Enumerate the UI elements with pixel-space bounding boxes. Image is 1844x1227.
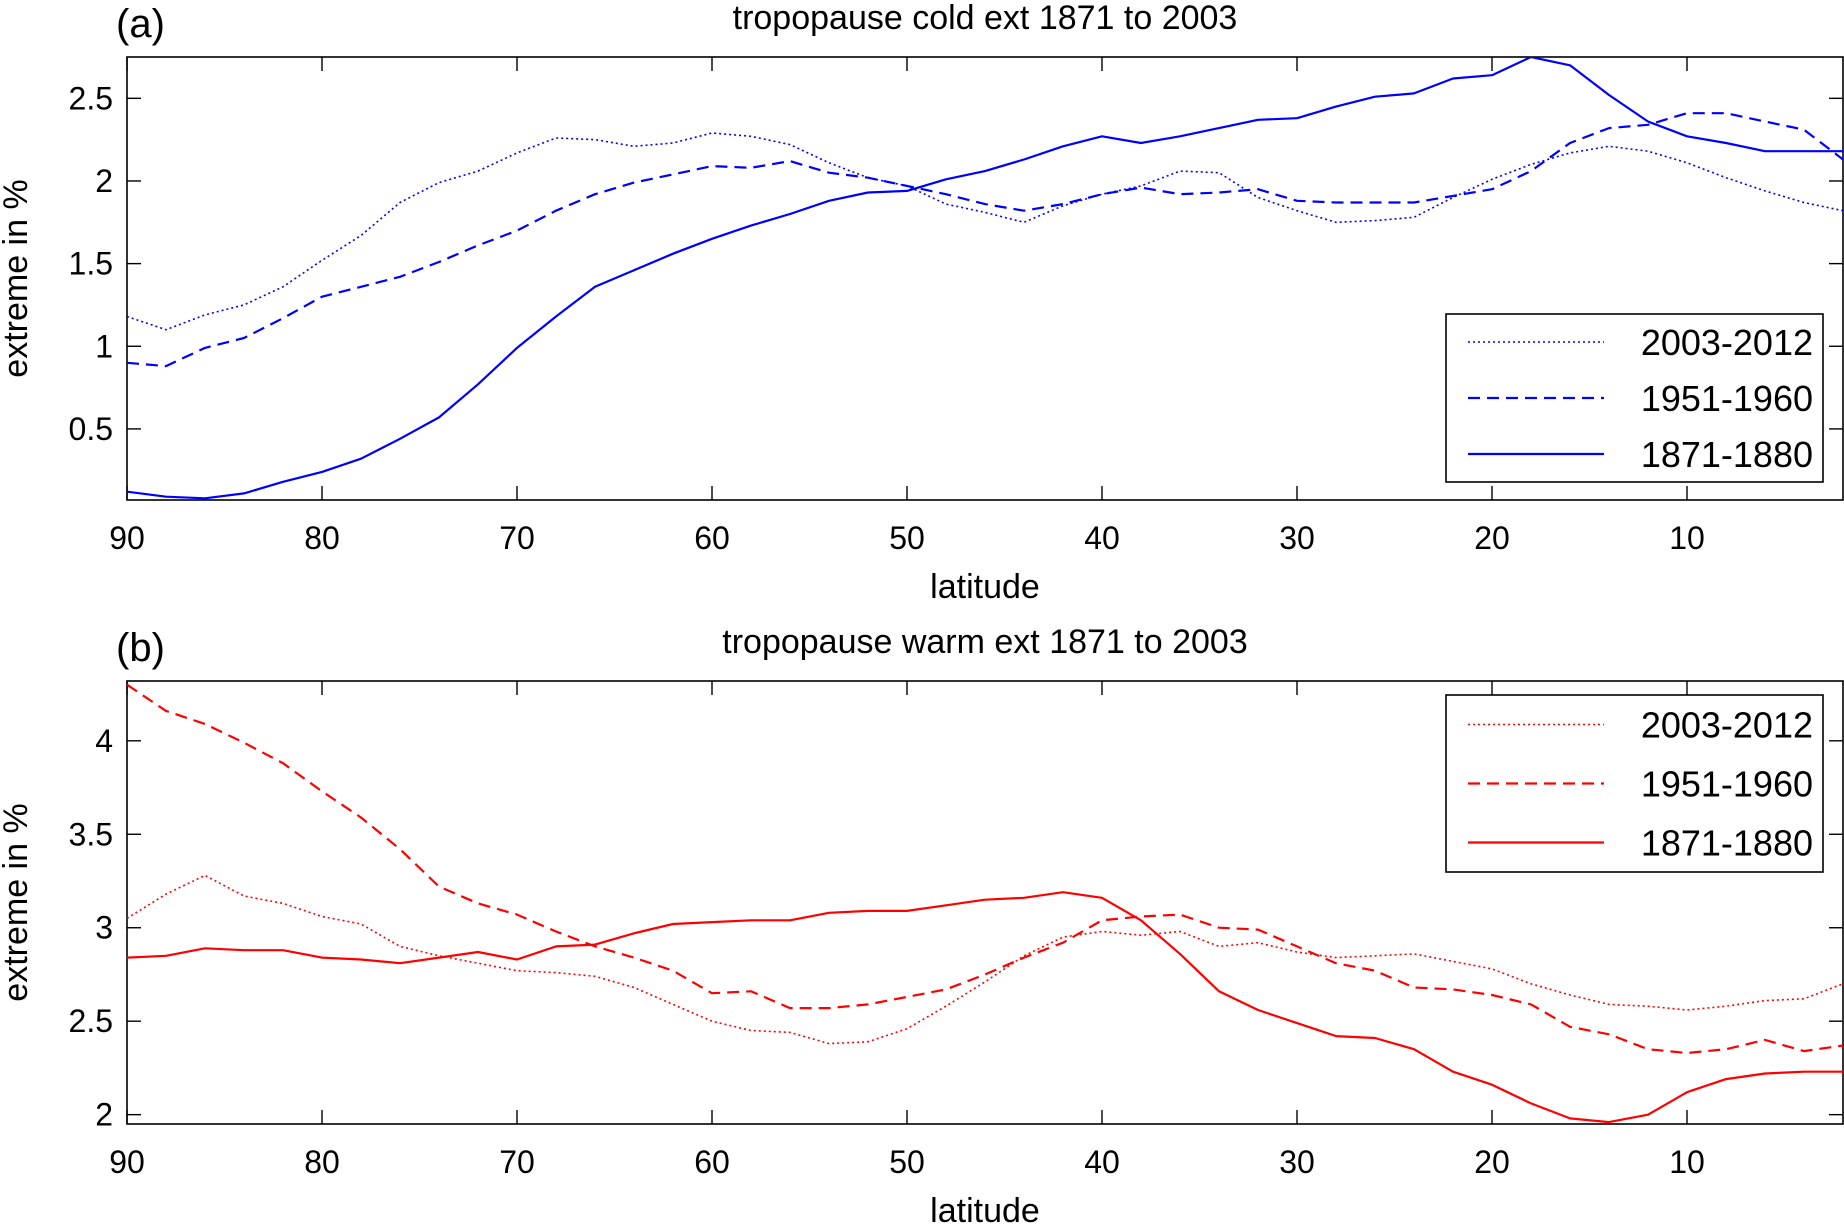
panel-a: 90 80 70 60 50 40 30 20 10 0.5 1 1.5 2 2.5 tropopause … bbox=[0, 0, 1844, 606]
chart-title: tropopause cold ext 1871 to 2003 bbox=[733, 0, 1238, 37]
x-tick-label: 50 bbox=[889, 1144, 925, 1180]
x-tick-label: 50 bbox=[889, 520, 925, 556]
chart-title: tropopause warm ext 1871 to 2003 bbox=[722, 623, 1247, 661]
x-tick-label: 30 bbox=[1279, 1144, 1315, 1180]
series-line-1871-1880 bbox=[127, 891, 1843, 1124]
y-tick-label: 2.5 bbox=[69, 80, 113, 116]
x-tick-label: 80 bbox=[304, 520, 340, 556]
legend-label: 1951-1960 bbox=[1641, 378, 1813, 419]
legend-label: 2003-2012 bbox=[1641, 705, 1813, 746]
y-axis-label: extreme in % bbox=[0, 803, 35, 1001]
x-axis-label: latitude bbox=[930, 568, 1040, 606]
y-tick-label: 0.5 bbox=[69, 411, 113, 447]
y-tick-label: 1.5 bbox=[69, 246, 113, 282]
x-tick-label: 10 bbox=[1669, 520, 1705, 556]
axes-frame bbox=[126, 680, 1844, 1125]
x-tick-label: 90 bbox=[109, 1144, 145, 1180]
y-tick-label: 1 bbox=[95, 328, 113, 364]
series-line-1871-1880 bbox=[127, 57, 1843, 500]
x-tick-label: 40 bbox=[1084, 1144, 1120, 1180]
y-tick-label: 3 bbox=[95, 910, 113, 946]
x-tick-label: 10 bbox=[1669, 1144, 1705, 1180]
y-axis-label: extreme in % bbox=[0, 179, 35, 377]
y-tick-label: 4 bbox=[95, 723, 113, 759]
x-tick-label: 80 bbox=[304, 1144, 340, 1180]
y-tick-label: 2 bbox=[95, 163, 113, 199]
panel-label: (b) bbox=[116, 626, 165, 670]
x-tick-label: 20 bbox=[1474, 1144, 1510, 1180]
legend-label: 1951-1960 bbox=[1641, 764, 1813, 805]
x-tick-label: 60 bbox=[694, 520, 730, 556]
x-tick-label: 90 bbox=[109, 520, 145, 556]
x-tick-label: 20 bbox=[1474, 520, 1510, 556]
panel-label: (a) bbox=[116, 2, 165, 46]
panel-b: 90 80 70 60 50 40 30 20 10 2 2.5 3 3.5 4 tropopause wa… bbox=[0, 623, 1844, 1227]
legend: 2003-2012 1951-1960 1871-1880 bbox=[1445, 694, 1824, 873]
x-tick-label: 30 bbox=[1279, 520, 1315, 556]
y-tick-label: 3.5 bbox=[69, 816, 113, 852]
legend-label: 2003-2012 bbox=[1641, 322, 1813, 363]
x-tick-label: 70 bbox=[499, 1144, 535, 1180]
x-tick-label: 70 bbox=[499, 520, 535, 556]
legend-label: 1871-1880 bbox=[1641, 823, 1813, 864]
y-tick-label: 2 bbox=[95, 1097, 113, 1133]
series-line-1951-1960 bbox=[127, 112, 1843, 368]
x-axis-label: latitude bbox=[930, 1192, 1040, 1227]
series-line-2003-2012 bbox=[127, 132, 1843, 331]
legend-label: 1871-1880 bbox=[1641, 434, 1813, 475]
y-tick-label: 2.5 bbox=[69, 1003, 113, 1039]
x-tick-label: 40 bbox=[1084, 520, 1120, 556]
axes-frame bbox=[126, 56, 1844, 501]
x-tick-label: 60 bbox=[694, 1144, 730, 1180]
legend: 2003-2012 1951-1960 1871-1880 bbox=[1445, 313, 1824, 483]
